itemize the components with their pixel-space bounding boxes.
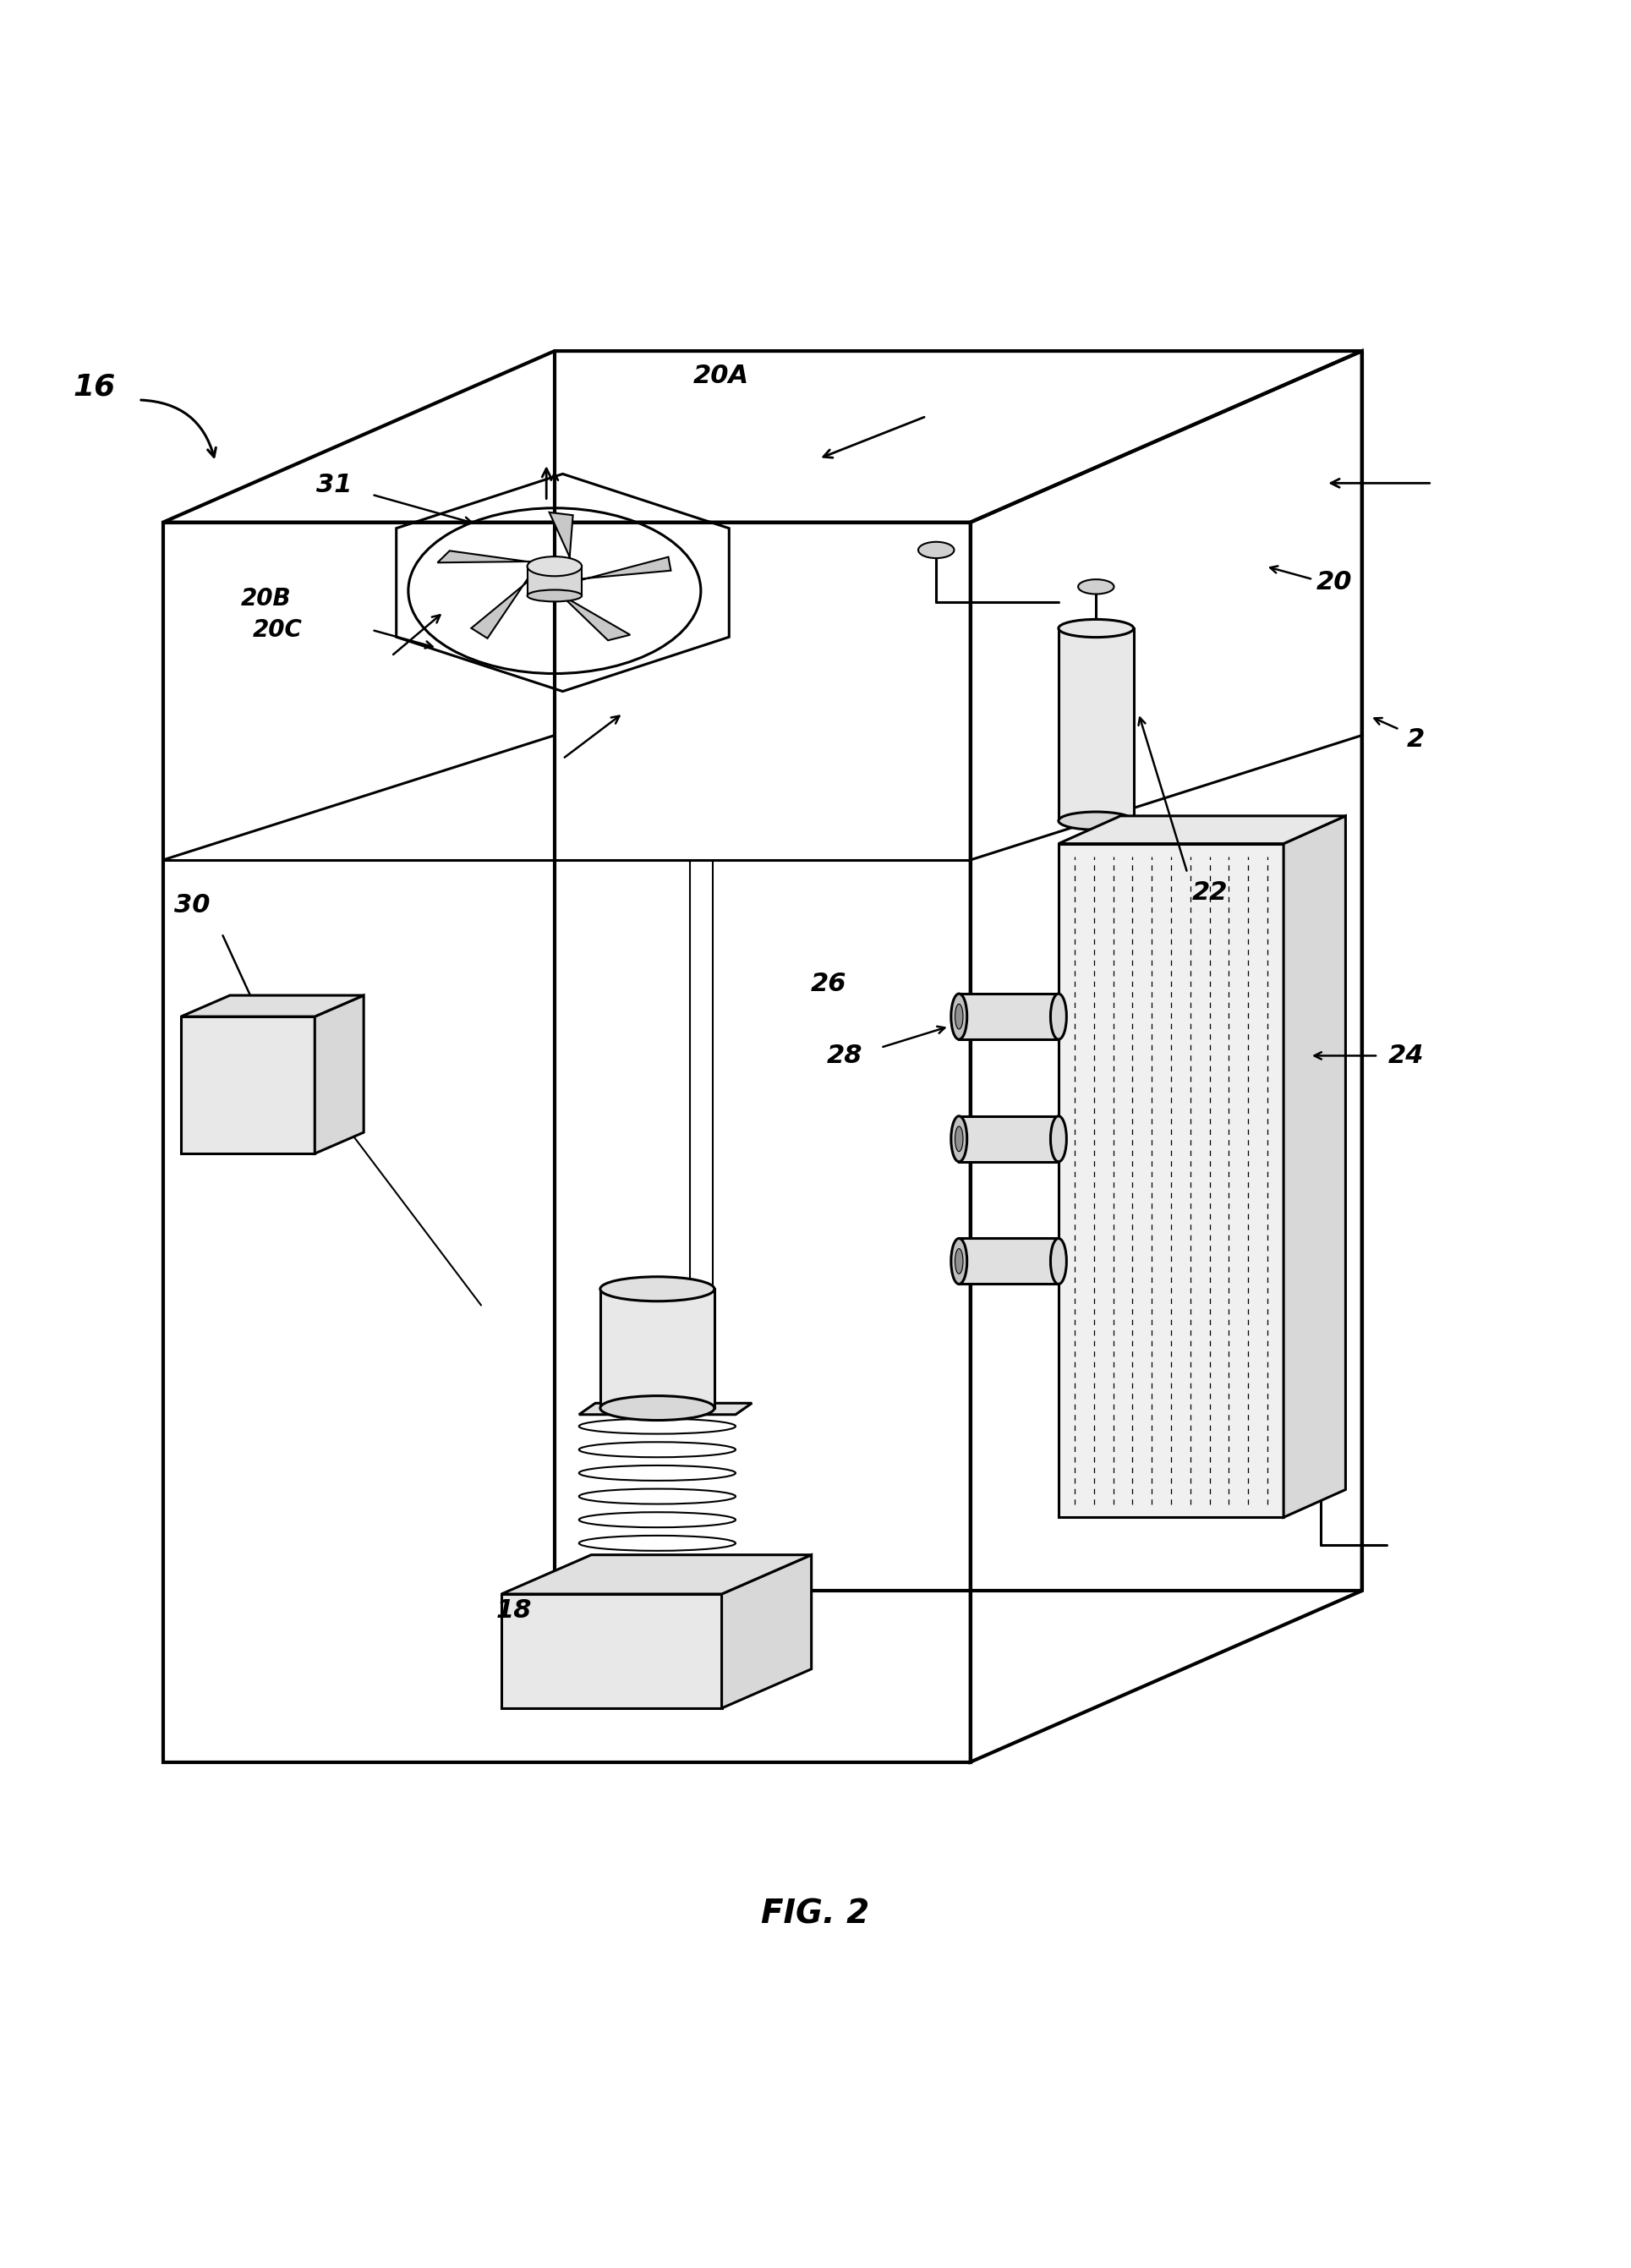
Text: 22: 22 (1192, 880, 1228, 905)
Polygon shape (959, 1238, 1059, 1284)
Ellipse shape (951, 1238, 967, 1284)
Polygon shape (502, 1556, 812, 1594)
Polygon shape (579, 1404, 752, 1415)
Ellipse shape (951, 993, 967, 1039)
Text: FIG. 2: FIG. 2 (762, 1898, 869, 1930)
Ellipse shape (956, 1005, 962, 1030)
Polygon shape (1059, 628, 1134, 821)
Ellipse shape (527, 590, 582, 601)
Text: 18: 18 (496, 1599, 532, 1622)
Text: 20C: 20C (253, 619, 302, 642)
Polygon shape (471, 578, 533, 637)
Polygon shape (550, 513, 572, 565)
Ellipse shape (1050, 1238, 1067, 1284)
Ellipse shape (956, 1127, 962, 1152)
Text: 26: 26 (811, 971, 846, 996)
Polygon shape (1059, 816, 1346, 844)
Polygon shape (181, 1016, 315, 1154)
Ellipse shape (1059, 812, 1134, 830)
Text: 24: 24 (1388, 1043, 1424, 1068)
Polygon shape (553, 587, 630, 640)
Polygon shape (959, 993, 1059, 1039)
Ellipse shape (1059, 619, 1134, 637)
Ellipse shape (527, 556, 582, 576)
Text: 16: 16 (73, 372, 116, 401)
Text: 20A: 20A (693, 363, 749, 388)
Polygon shape (437, 551, 543, 565)
Text: 30: 30 (175, 894, 210, 919)
Polygon shape (315, 996, 364, 1154)
Polygon shape (959, 1116, 1059, 1161)
Text: 20B: 20B (241, 587, 290, 610)
Ellipse shape (1078, 578, 1114, 594)
Ellipse shape (600, 1277, 714, 1302)
Ellipse shape (600, 1395, 714, 1420)
Polygon shape (181, 996, 364, 1016)
Text: 2: 2 (1406, 728, 1425, 751)
Ellipse shape (1050, 1116, 1067, 1161)
Polygon shape (1059, 844, 1284, 1517)
Text: 31: 31 (316, 472, 352, 497)
Polygon shape (600, 1288, 714, 1408)
Text: 28: 28 (827, 1043, 863, 1068)
Polygon shape (1284, 816, 1346, 1517)
Polygon shape (502, 1594, 721, 1708)
Ellipse shape (956, 1250, 962, 1275)
Polygon shape (721, 1556, 812, 1708)
Ellipse shape (951, 1116, 967, 1161)
Text: 20: 20 (1316, 569, 1352, 594)
Polygon shape (576, 558, 670, 581)
Ellipse shape (918, 542, 954, 558)
Polygon shape (527, 567, 582, 596)
Ellipse shape (1050, 993, 1067, 1039)
